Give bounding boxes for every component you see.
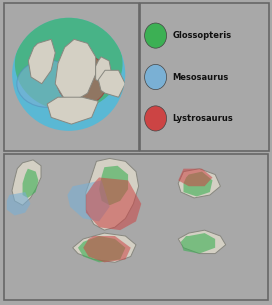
Circle shape <box>145 106 166 131</box>
Polygon shape <box>67 180 110 221</box>
Polygon shape <box>28 39 55 84</box>
Text: Glossopteris: Glossopteris <box>172 31 231 40</box>
Polygon shape <box>78 236 125 262</box>
Polygon shape <box>178 230 226 253</box>
Polygon shape <box>98 70 125 97</box>
Polygon shape <box>181 233 215 253</box>
Circle shape <box>145 23 166 48</box>
Polygon shape <box>47 97 98 124</box>
Polygon shape <box>99 166 128 205</box>
Polygon shape <box>86 178 141 230</box>
Text: Mesosaurus: Mesosaurus <box>172 73 229 81</box>
Circle shape <box>12 18 125 131</box>
Polygon shape <box>96 57 112 84</box>
Circle shape <box>145 64 166 90</box>
Ellipse shape <box>15 16 123 111</box>
Polygon shape <box>55 39 96 101</box>
Polygon shape <box>178 169 220 198</box>
Ellipse shape <box>17 60 78 107</box>
Polygon shape <box>23 169 38 198</box>
Text: Lystrosaurus: Lystrosaurus <box>172 114 233 123</box>
Polygon shape <box>178 169 212 186</box>
Polygon shape <box>7 192 30 216</box>
Polygon shape <box>86 158 139 230</box>
Ellipse shape <box>57 54 108 105</box>
Polygon shape <box>73 233 136 262</box>
Polygon shape <box>184 172 212 196</box>
Polygon shape <box>12 160 41 205</box>
Polygon shape <box>83 236 131 262</box>
